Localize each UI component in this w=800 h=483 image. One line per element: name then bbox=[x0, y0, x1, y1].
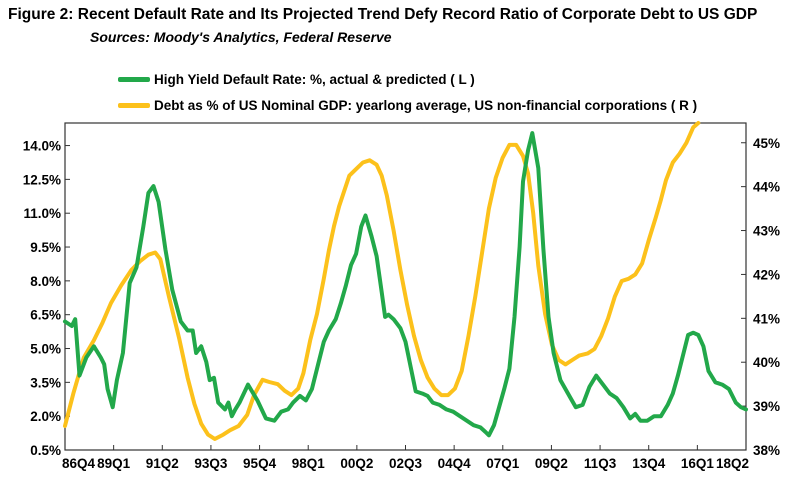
series-line-debt-gdp bbox=[63, 121, 701, 441]
left-tick-label: 11.0% bbox=[23, 206, 61, 221]
x-tick-label: 95Q4 bbox=[243, 456, 277, 471]
x-tick-label: 04Q4 bbox=[438, 456, 472, 471]
legend-label-default-rate: High Yield Default Rate: %, actual & pre… bbox=[154, 71, 475, 87]
x-tick-label: 09Q2 bbox=[535, 456, 568, 471]
right-tick-label: 45% bbox=[753, 136, 780, 151]
left-axis: 0.5% 2.0% 3.5% 5.0% 6.5% 8.0% 9.5% 11.0% 12.5% 14… bbox=[23, 139, 70, 458]
right-axis: 38% 39% 40% 41% 42% 43% 44% 45% bbox=[741, 136, 780, 458]
left-tick-label: 2.0% bbox=[30, 409, 61, 424]
left-tick-label: 8.0% bbox=[30, 274, 61, 289]
right-tick-label: 43% bbox=[753, 224, 780, 239]
x-tick-label: 00Q2 bbox=[340, 456, 373, 471]
left-tick-label: 14.0% bbox=[23, 139, 61, 154]
chart-title: Figure 2: Recent Default Rate and Its Pr… bbox=[8, 6, 758, 23]
right-tick-label: 40% bbox=[753, 355, 780, 370]
legend-item-debt-gdp: Debt as % of US Nominal GDP: yearlong av… bbox=[118, 96, 697, 114]
chart-subtitle: Sources: Moody's Analytics, Federal Rese… bbox=[90, 29, 392, 45]
x-tick-label: 98Q1 bbox=[292, 456, 326, 471]
legend-item-default-rate: High Yield Default Rate: %, actual & pre… bbox=[118, 70, 475, 88]
legend-label-debt-gdp: Debt as % of US Nominal GDP: yearlong av… bbox=[154, 97, 698, 113]
right-tick-label: 38% bbox=[753, 443, 780, 458]
left-tick-label: 9.5% bbox=[30, 240, 61, 255]
x-tick-label: 18Q2 bbox=[716, 456, 749, 471]
left-tick-label: 3.5% bbox=[30, 375, 61, 390]
x-tick-label: 13Q4 bbox=[632, 456, 666, 471]
x-axis: 86Q4 89Q1 91Q2 93Q3 95Q4 98Q1 00Q2 02Q3 04Q4 07Q1… bbox=[62, 445, 749, 471]
left-tick-label: 6.5% bbox=[30, 308, 61, 323]
left-tick-label: 12.5% bbox=[23, 172, 61, 187]
x-tick-label: 89Q1 bbox=[97, 456, 131, 471]
legend-swatch-default-rate bbox=[118, 76, 150, 82]
x-tick-label: 07Q1 bbox=[486, 456, 520, 471]
x-tick-label: 02Q3 bbox=[389, 456, 423, 471]
left-tick-label: 0.5% bbox=[30, 443, 61, 458]
right-tick-label: 39% bbox=[753, 399, 780, 414]
right-tick-label: 42% bbox=[753, 267, 780, 282]
right-tick-label: 41% bbox=[753, 311, 780, 326]
series-layer bbox=[63, 121, 748, 441]
x-tick-label: 91Q2 bbox=[146, 456, 179, 471]
x-tick-label: 93Q3 bbox=[194, 456, 228, 471]
x-tick-label: 16Q1 bbox=[681, 456, 715, 471]
left-tick-label: 5.0% bbox=[30, 342, 61, 357]
x-tick-label: 86Q4 bbox=[62, 456, 96, 471]
x-tick-label: 11Q3 bbox=[584, 456, 617, 471]
series-line-default-rate bbox=[63, 131, 748, 438]
legend-swatch-debt-gdp bbox=[118, 102, 150, 108]
right-tick-label: 44% bbox=[753, 180, 780, 195]
